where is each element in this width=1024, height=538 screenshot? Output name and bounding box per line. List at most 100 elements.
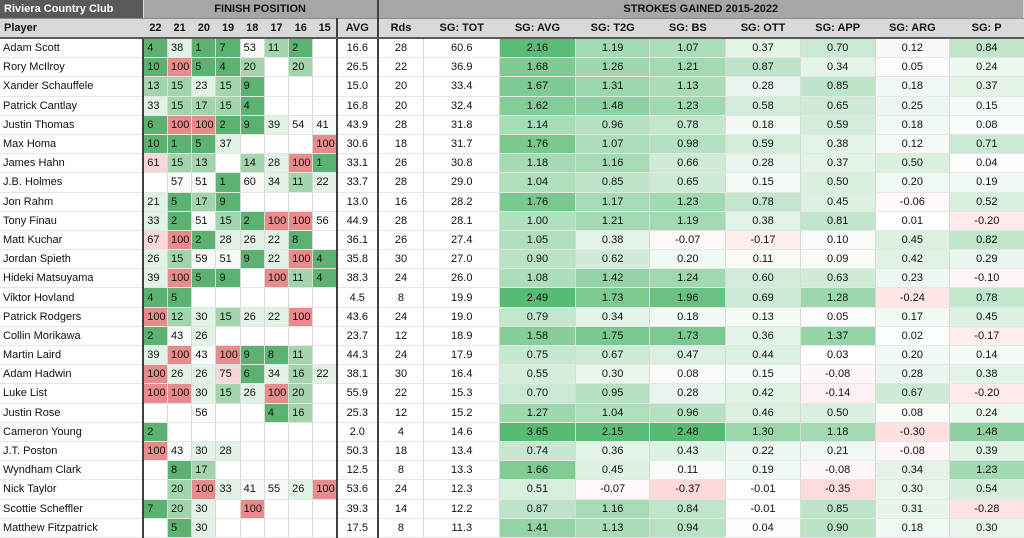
finish-cell: 56 [191, 403, 217, 423]
sg-ott-cell: 0.44 [725, 345, 801, 366]
finish-cell: 5 [167, 518, 193, 538]
finish-cell [312, 38, 338, 59]
sg-bs-cell: 1.23 [649, 192, 727, 212]
finish-cell [240, 287, 265, 308]
sg-ott-cell: 0.15 [725, 172, 801, 193]
finish-position-header: FINISH POSITION [143, 0, 379, 19]
avg-cell: 50.3 [336, 441, 379, 462]
sg-avg-cell: 2.16 [499, 38, 576, 59]
sg-arg-cell: -0.06 [875, 192, 951, 212]
sg-ott-cell: 0.78 [725, 192, 801, 212]
rds-cell: 22 [376, 383, 425, 404]
sg-tot-cell: 12.3 [423, 479, 501, 500]
col-header-year: 20 [191, 18, 217, 39]
sg-avg-cell: 1.14 [499, 115, 576, 135]
sg-p-cell: 0.54 [949, 479, 1024, 500]
table-row: Tony Finau 33 2 51 15 2 100 100 56 44.9 28 28.1 1.00… [0, 211, 1024, 231]
player-name: Max Homa [0, 134, 145, 155]
sg-t2g-cell: 0.62 [575, 249, 651, 270]
finish-cell: 100 [167, 57, 193, 78]
sg-p-cell: 0.71 [949, 134, 1024, 155]
sg-t2g-cell: 1.17 [575, 192, 651, 212]
sg-bs-cell: -0.07 [649, 230, 727, 251]
sg-bs-cell: 0.78 [649, 115, 727, 135]
col-header-sg-ott: SG: OTT [725, 18, 801, 39]
player-name: Luke List [0, 383, 145, 404]
finish-cell [240, 268, 265, 289]
player-name: Cameron Young [0, 422, 145, 442]
sg-tot-cell: 19.9 [423, 287, 501, 308]
table-row: Justin Thomas 6 100 100 2 9 39 54 41 43.9 28 31.8 1.… [0, 115, 1024, 135]
finish-cell: 12 [167, 307, 193, 327]
finish-cell: 21 [143, 192, 169, 212]
sg-t2g-cell: 1.26 [575, 57, 651, 78]
finish-cell: 5 [167, 192, 193, 212]
finish-cell: 37 [215, 134, 241, 155]
finish-cell: 2 [191, 230, 217, 251]
finish-cell: 67 [143, 230, 169, 251]
finish-cell [264, 96, 290, 116]
sg-app-cell: 0.10 [800, 230, 876, 251]
sg-ott-cell: 0.19 [725, 460, 801, 481]
sg-ott-cell: 1.30 [725, 422, 801, 442]
avg-cell: 16.6 [336, 38, 379, 59]
finish-cell [215, 422, 241, 442]
sg-avg-cell: 0.70 [499, 383, 576, 404]
finish-cell: 26 [191, 326, 217, 347]
sg-p-cell: 0.78 [949, 287, 1024, 308]
finish-cell: 30 [191, 383, 217, 404]
sg-p-cell: 0.39 [949, 441, 1024, 462]
sg-tot-cell: 14.6 [423, 422, 501, 442]
rds-cell: 8 [376, 518, 425, 538]
sg-bs-cell: 0.43 [649, 441, 727, 462]
sg-ott-cell: 0.36 [725, 326, 801, 347]
sg-tot-cell: 36.9 [423, 57, 501, 78]
avg-cell: 38.1 [336, 364, 379, 385]
table-row: Patrick Rodgers 100 12 30 15 26 22 100 43.6 24 19.… [0, 307, 1024, 327]
finish-cell: 60 [240, 172, 265, 193]
avg-cell: 43.6 [336, 307, 379, 327]
finish-cell: 54 [288, 115, 314, 135]
finish-cell: 16 [288, 364, 314, 385]
avg-cell: 36.1 [336, 230, 379, 251]
finish-cell: 26 [191, 364, 217, 385]
table-row: Xander Schauffele 13 15 23 15 9 15.0 20 33.4 1.67… [0, 76, 1024, 97]
sg-app-cell: 1.18 [800, 422, 876, 442]
sg-arg-cell: 0.02 [875, 326, 951, 347]
finish-cell: 9 [240, 115, 265, 135]
table-row: Matthew Fitzpatrick 5 30 17.5 8 11.3 1.41 1.13 0… [0, 518, 1024, 538]
avg-cell: 12.5 [336, 460, 379, 481]
sg-t2g-cell: 0.30 [575, 364, 651, 385]
finish-cell [143, 403, 169, 423]
sg-bs-cell: 0.96 [649, 403, 727, 423]
finish-cell [288, 326, 314, 347]
finish-cell: 28 [264, 153, 290, 174]
sg-t2g-cell: 2.15 [575, 422, 651, 442]
finish-cell: 28 [215, 441, 241, 462]
finish-cell [240, 422, 265, 442]
finish-cell: 2 [143, 422, 169, 442]
finish-cell [264, 287, 290, 308]
avg-cell: 35.8 [336, 249, 379, 270]
sg-tot-cell: 27.4 [423, 230, 501, 251]
finish-cell [167, 403, 193, 423]
finish-cell: 20 [240, 57, 265, 78]
sg-tot-cell: 32.4 [423, 96, 501, 116]
rds-cell: 18 [376, 134, 425, 155]
finish-cell: 4 [215, 57, 241, 78]
finish-cell: 17 [191, 96, 217, 116]
sg-app-cell: 0.50 [800, 172, 876, 193]
finish-cell: 20 [288, 383, 314, 404]
finish-cell: 8 [288, 230, 314, 251]
finish-cell [312, 403, 338, 423]
finish-cell: 10 [143, 57, 169, 78]
table-row: Viktor Hovland 4 5 4.5 8 19.9 2.49 1.73 1.96 0.69… [0, 287, 1024, 308]
sg-avg-cell: 1.68 [499, 57, 576, 78]
sg-ott-cell: 0.46 [725, 403, 801, 423]
sg-ott-cell: 0.87 [725, 57, 801, 78]
finish-cell: 4 [312, 249, 338, 270]
sg-tot-cell: 13.3 [423, 460, 501, 481]
finish-cell: 2 [215, 115, 241, 135]
sg-app-cell: -0.08 [800, 460, 876, 481]
